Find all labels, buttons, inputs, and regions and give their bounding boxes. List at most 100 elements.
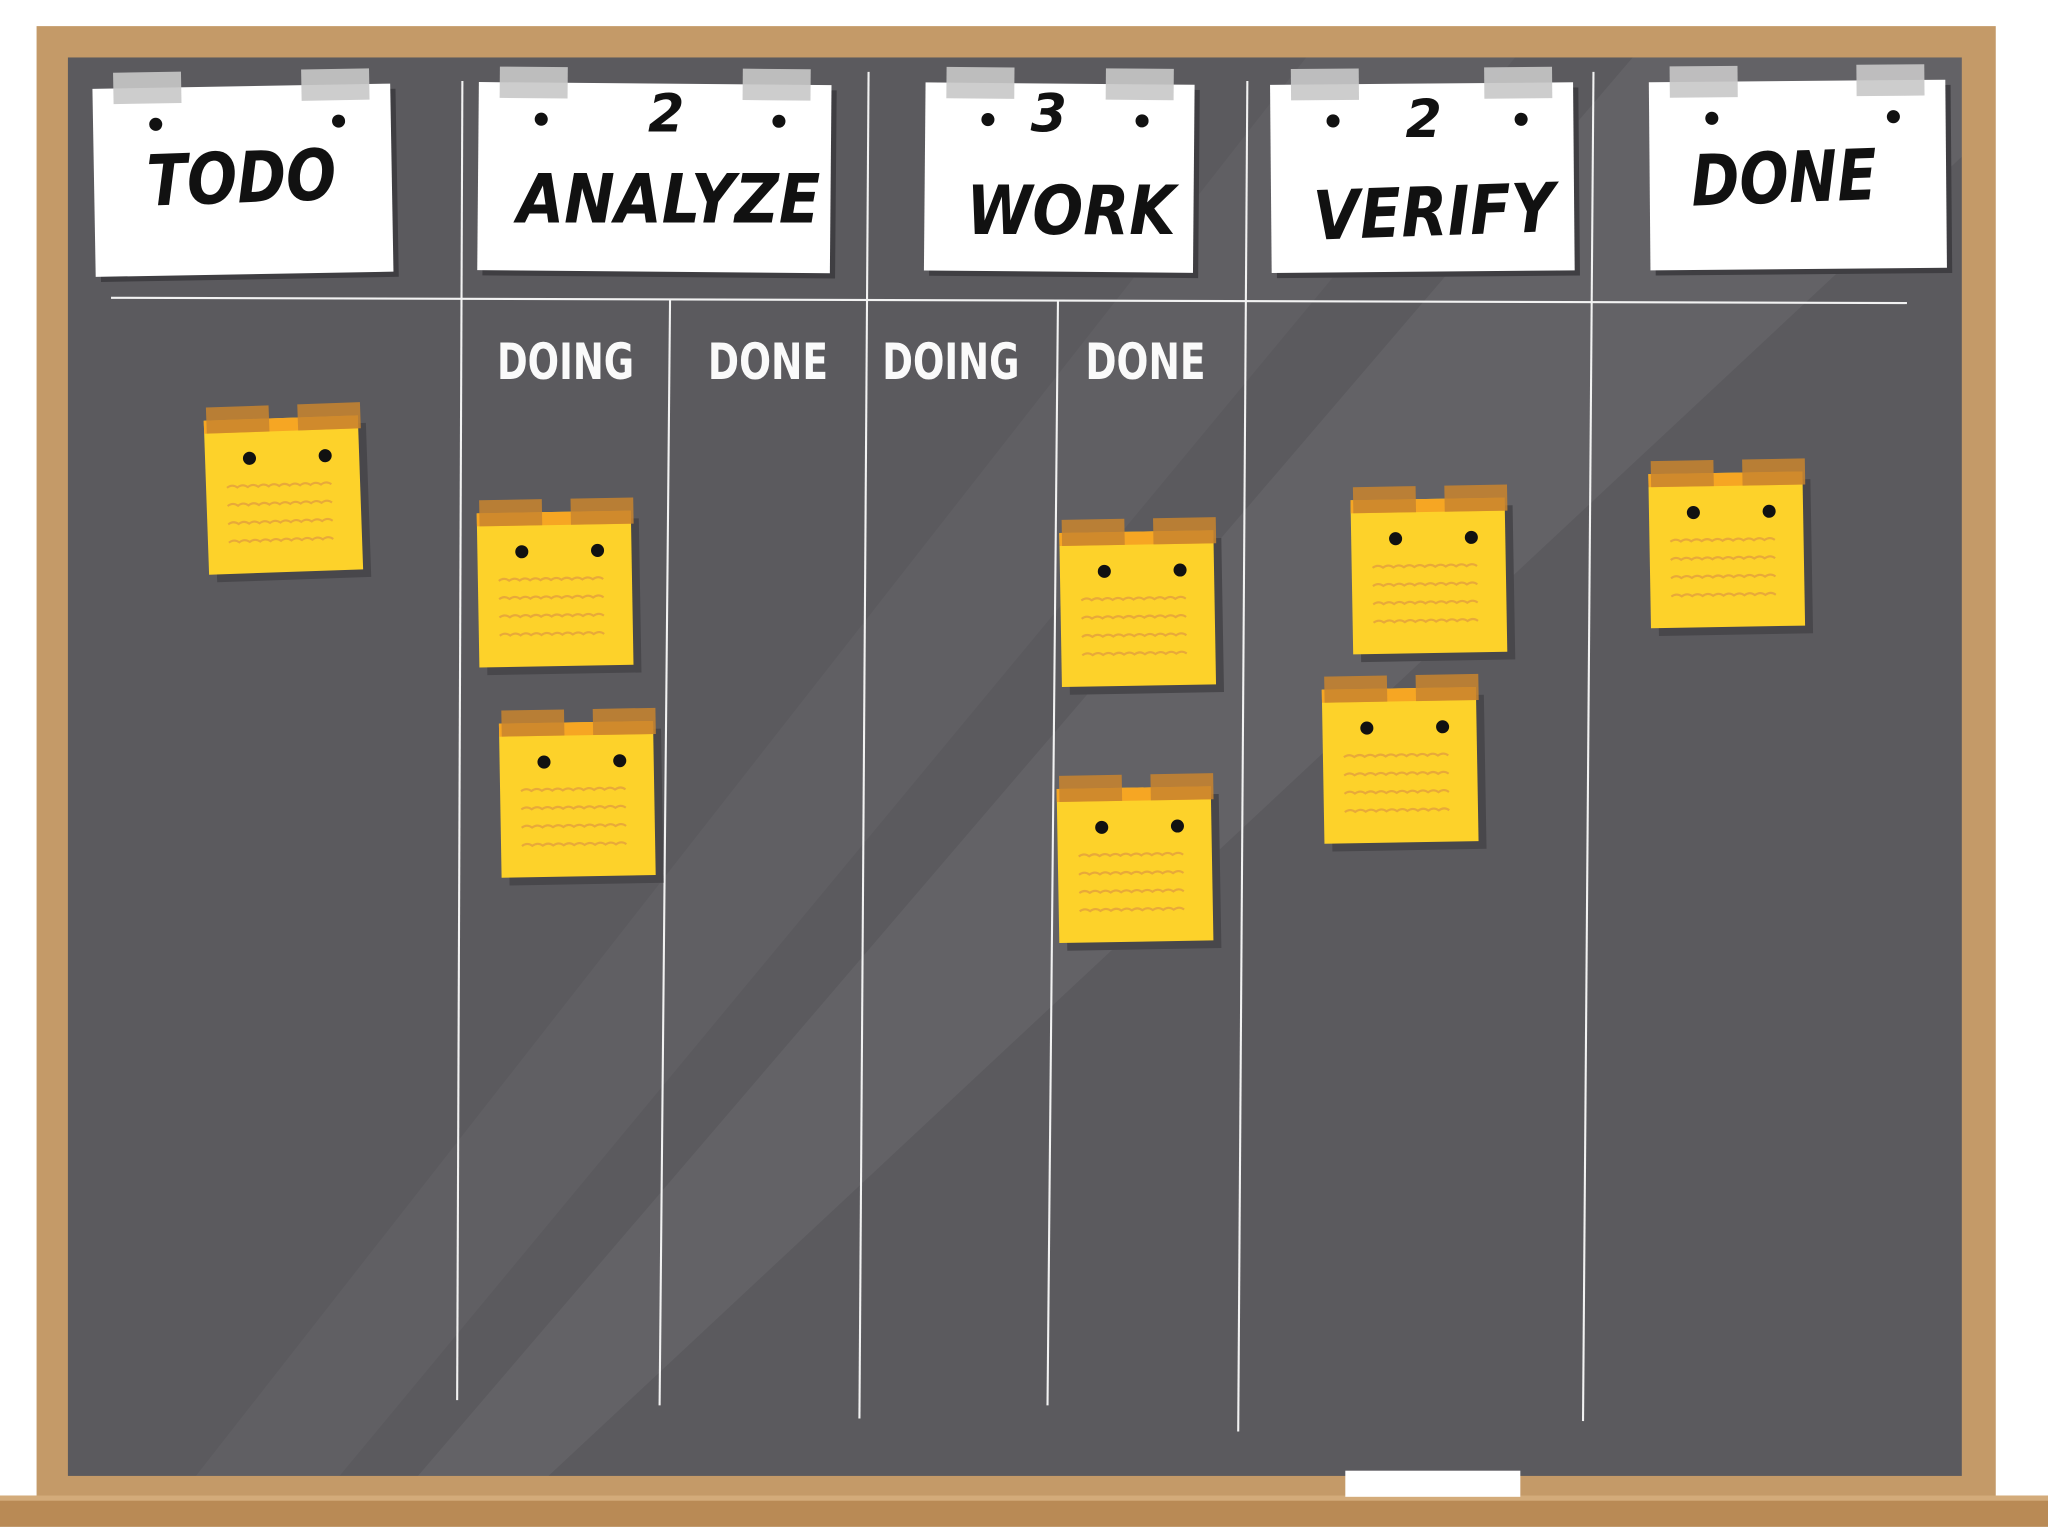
tape — [1059, 774, 1123, 802]
note-paper — [203, 415, 364, 575]
note-scribble — [1372, 617, 1479, 624]
note-eye — [1095, 820, 1109, 834]
subcolumn-divider — [1046, 300, 1060, 1406]
tape — [205, 405, 270, 434]
note-scribble — [1080, 614, 1187, 620]
header-card — [92, 68, 399, 283]
note-eye — [1436, 720, 1450, 734]
note-scribble — [1670, 591, 1777, 598]
note-scribble — [1343, 789, 1450, 795]
header-card — [923, 66, 1200, 279]
column-divider — [858, 71, 870, 1419]
note-scribble — [226, 499, 333, 508]
tape — [1290, 68, 1359, 101]
tape — [1742, 458, 1806, 486]
card-paper — [477, 82, 832, 274]
note-scribble — [1079, 906, 1185, 913]
note-paper — [476, 510, 634, 668]
pin-dot — [1705, 111, 1719, 125]
subcolumn-title: DOING — [882, 333, 1019, 391]
tape — [479, 499, 543, 527]
note-paper — [1059, 530, 1217, 688]
note-scribble — [226, 481, 333, 489]
tape — [501, 709, 565, 737]
column-divider — [456, 80, 464, 1401]
note-scribble — [1669, 536, 1776, 543]
card-paper — [1270, 82, 1575, 273]
subcolumn-title: DONE — [1085, 333, 1205, 391]
chalk-stick — [1345, 1470, 1521, 1497]
note-paper — [498, 720, 656, 878]
note-scribble — [498, 612, 605, 619]
header-card — [477, 66, 837, 279]
note-scribble — [1344, 807, 1450, 814]
pin-dot — [332, 114, 346, 128]
tape — [592, 707, 656, 736]
card-paper — [923, 82, 1195, 273]
note-eye — [1686, 506, 1700, 520]
tape — [301, 68, 370, 101]
note-scribble — [1081, 650, 1188, 657]
card-paper — [1648, 79, 1947, 271]
note-scribble — [1670, 573, 1777, 580]
pin-dot — [1886, 110, 1900, 124]
tape — [1105, 68, 1174, 101]
glass-reflection — [417, 57, 1962, 1476]
note-paper — [1648, 471, 1806, 629]
note-eye — [242, 451, 257, 465]
pin-dot — [1326, 114, 1340, 128]
pin-dot — [534, 112, 548, 126]
tape — [946, 66, 1015, 99]
tape — [742, 68, 811, 101]
note-scribble — [1078, 851, 1184, 858]
column-title: VERIFY — [1312, 169, 1561, 257]
sticky-note — [476, 497, 642, 676]
tape — [1352, 486, 1417, 514]
tape — [1415, 673, 1479, 702]
note-paper — [1321, 686, 1479, 844]
card-paper — [92, 83, 394, 277]
header-cards — [92, 64, 1953, 283]
subcolumn-divider — [658, 300, 672, 1406]
note-scribble — [1078, 870, 1185, 876]
sticky-note — [1350, 484, 1516, 663]
wip-limit: 2 — [1405, 90, 1441, 150]
header-divider — [111, 296, 1907, 305]
note-scribble — [1080, 595, 1187, 602]
pin-dot — [1514, 112, 1528, 126]
note-scribble — [1343, 752, 1449, 759]
note-scribble — [1078, 888, 1185, 895]
tape — [1650, 459, 1714, 488]
note-scribble — [520, 804, 627, 811]
note-eye — [1170, 819, 1184, 833]
sticky-note — [203, 402, 372, 583]
note-eye — [515, 545, 529, 559]
tape — [1061, 518, 1125, 546]
note-scribble — [499, 631, 605, 637]
note-eye — [318, 449, 332, 463]
note-scribble — [520, 823, 627, 829]
note-scribble — [498, 594, 605, 601]
note-paper — [1056, 786, 1214, 944]
wip-limit: 2 — [648, 85, 684, 145]
sticky-note — [1059, 517, 1224, 695]
tape — [113, 71, 182, 105]
ledge-highlight — [0, 1495, 2048, 1501]
column-title: ANALYZE — [513, 160, 820, 239]
wip-limit: 3 — [1031, 85, 1067, 145]
note-scribble — [521, 841, 628, 848]
tape — [1484, 66, 1553, 99]
tape — [570, 497, 634, 525]
subcolumn-title: DONE — [708, 333, 828, 391]
note-scribble — [1081, 632, 1188, 639]
note-eye — [1097, 564, 1111, 578]
note-eye — [591, 543, 605, 557]
note-scribble — [1371, 563, 1478, 569]
tape — [1153, 517, 1217, 545]
pin-dot — [1135, 114, 1149, 128]
note-paper — [1350, 497, 1508, 655]
sticky-notes — [203, 402, 1814, 951]
note-scribble — [498, 576, 604, 583]
